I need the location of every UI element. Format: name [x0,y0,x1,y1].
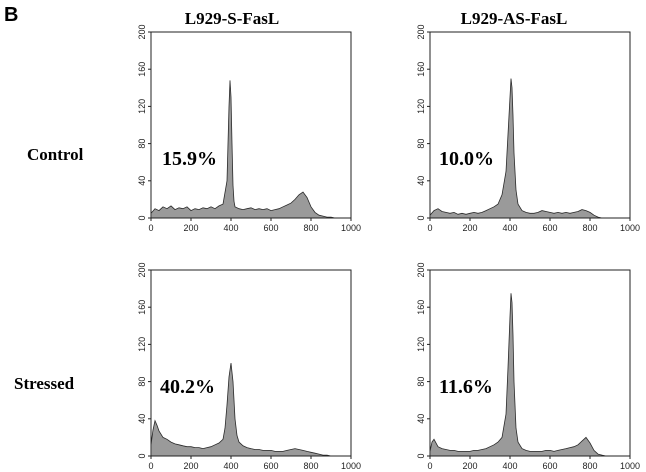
y-tick-label: 200 [137,262,147,277]
annotation-control-as: 10.0% [439,148,494,170]
y-tick-label: 80 [137,139,147,149]
y-tick-label: 40 [137,176,147,186]
y-tick-label: 160 [416,300,426,315]
y-tick-label: 0 [137,215,147,220]
y-tick-label: 40 [137,414,147,424]
y-tick-label: 0 [416,215,426,220]
y-tick-label: 40 [416,414,426,424]
panel-label: B [4,4,18,26]
column-title-s-fasl: L929-S-FasL [185,9,279,28]
plot-frame-control-s [150,31,352,219]
x-tick-label: 200 [183,223,198,233]
x-tick-label: 400 [223,223,238,233]
y-tick-label: 160 [137,62,147,77]
histogram-area-control-as [429,78,630,219]
plot-frame-stressed-as [429,269,631,457]
x-tick-label: 600 [542,223,557,233]
plot-frame-control-as [429,31,631,219]
x-tick-label: 600 [542,461,557,471]
x-tick-label: 800 [582,461,597,471]
x-tick-label: 400 [502,461,517,471]
y-tick-label: 0 [137,453,147,458]
histogram-area-stressed-as [429,293,630,457]
y-tick-label: 160 [416,62,426,77]
y-tick-label: 120 [137,337,147,352]
y-tick-label: 80 [416,377,426,387]
row-label-stressed: Stressed [14,374,75,393]
x-tick-label: 1000 [341,461,361,471]
y-tick-label: 80 [137,377,147,387]
x-tick-label: 1000 [620,223,640,233]
x-tick-label: 600 [263,223,278,233]
x-tick-label: 200 [183,461,198,471]
histogram-area-control-s [150,80,351,219]
y-tick-label: 80 [416,139,426,149]
annotation-control-s: 15.9% [162,148,217,170]
x-tick-label: 800 [303,223,318,233]
x-tick-label: 800 [582,223,597,233]
x-tick-label: 0 [148,461,153,471]
x-tick-label: 800 [303,461,318,471]
histogram-control-s: 0 200 400 600 800 1000 0 40 80 120 160 200 15.9% [137,24,361,233]
histogram-area-stressed-s [150,362,351,457]
x-tick-label: 400 [223,461,238,471]
y-tick-label: 120 [137,99,147,114]
row-label-control: Control [27,145,84,164]
y-tick-label: 200 [416,262,426,277]
histogram-stressed-as: 0 200 400 600 800 1000 0 40 80 120 160 200 11.6% [416,262,640,471]
y-tick-label: 200 [137,24,147,39]
x-tick-label: 0 [427,223,432,233]
y-tick-label: 160 [137,300,147,315]
x-tick-label: 0 [148,223,153,233]
x-tick-label: 200 [462,461,477,471]
x-tick-label: 200 [462,223,477,233]
column-title-as-fasl: L929-AS-FasL [461,9,568,28]
x-tick-label: 1000 [620,461,640,471]
y-tick-label: 120 [416,337,426,352]
x-tick-label: 600 [263,461,278,471]
x-tick-label: 0 [427,461,432,471]
y-tick-label: 40 [416,176,426,186]
histogram-control-as: 0 200 400 600 800 1000 0 40 80 120 160 200 10.0% [416,24,640,233]
annotation-stressed-as: 11.6% [439,376,493,398]
y-tick-label: 200 [416,24,426,39]
histogram-stressed-s: 0 200 400 600 800 1000 0 40 80 120 160 200 40.2% [137,262,361,471]
x-tick-label: 400 [502,223,517,233]
y-tick-label: 0 [416,453,426,458]
y-tick-label: 120 [416,99,426,114]
plot-frame-stressed-s [150,269,352,457]
annotation-stressed-s: 40.2% [160,376,215,398]
x-tick-label: 1000 [341,223,361,233]
